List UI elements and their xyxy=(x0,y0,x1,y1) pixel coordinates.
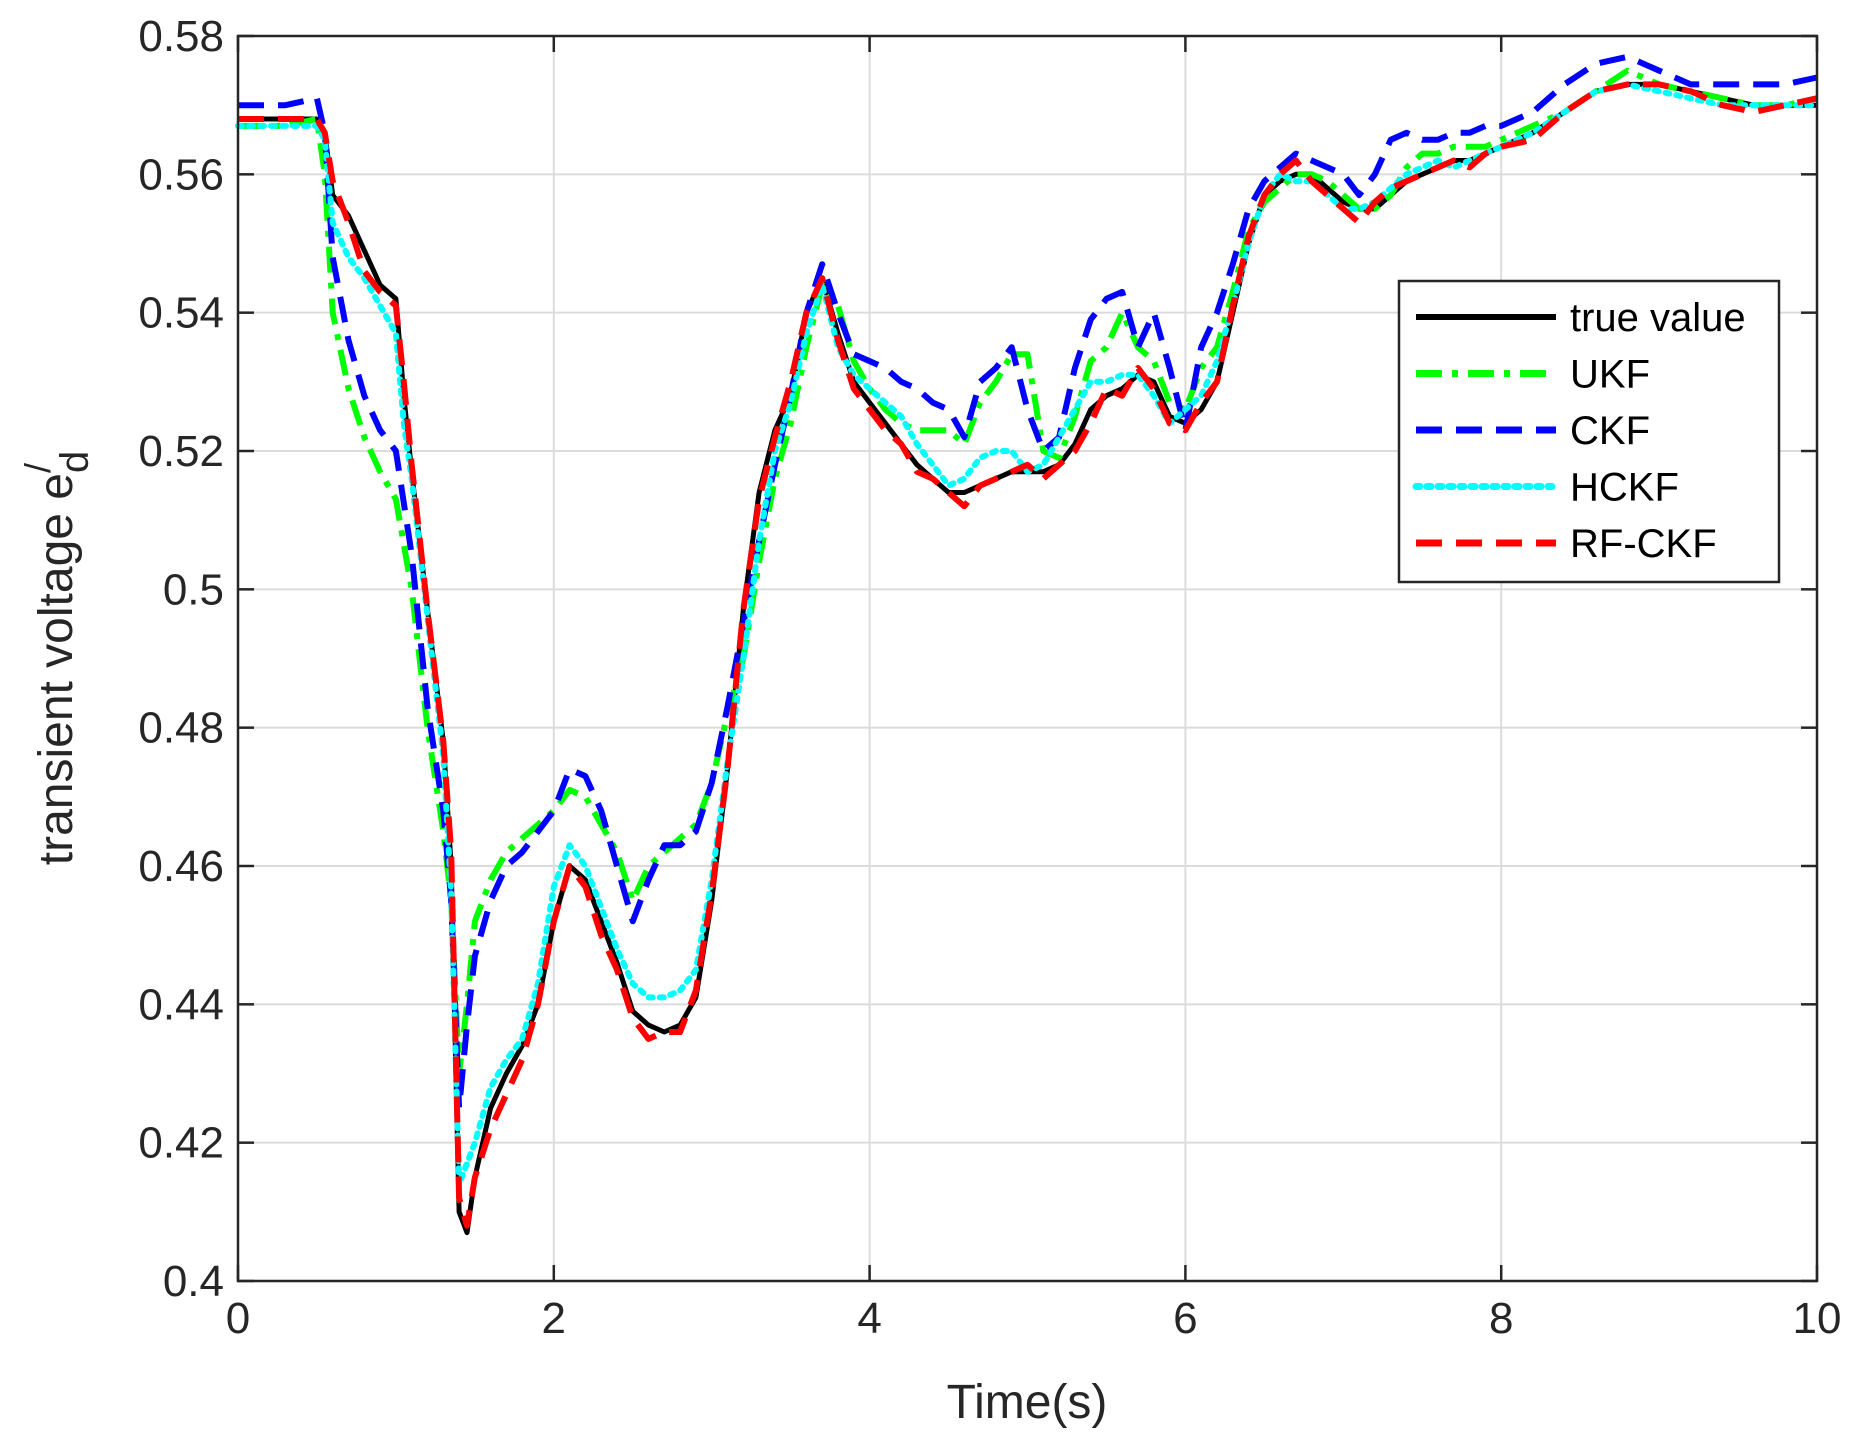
y-axis-label-subscript: d xyxy=(53,451,97,473)
x-tick-label: 4 xyxy=(857,1294,881,1343)
x-tick-label: 10 xyxy=(1793,1294,1842,1343)
x-axis-label: Time(s) xyxy=(947,1376,1108,1429)
y-tick-label: 0.56 xyxy=(138,150,224,199)
y-tick-label: 0.54 xyxy=(138,289,224,338)
y-axis-label-main: transient voltage e xyxy=(30,473,83,865)
x-tick-label: 6 xyxy=(1173,1294,1197,1343)
legend-label: HCKF xyxy=(1570,466,1679,510)
y-tick-label: 0.46 xyxy=(138,842,224,891)
y-tick-label: 0.58 xyxy=(138,12,224,61)
y-tick-label: 0.52 xyxy=(138,427,224,476)
legend: true value UKF CKF HCKF RF-CKF xyxy=(1397,279,1781,584)
y-tick-label: 0.48 xyxy=(138,704,224,753)
grid xyxy=(237,35,1818,1282)
y-tick-label: 0.42 xyxy=(138,1119,224,1168)
series-line-ckf xyxy=(238,53,1818,1112)
x-tick-label: 0 xyxy=(226,1294,250,1343)
series-line-ukf xyxy=(238,67,1818,1077)
y-tick-label: 0.44 xyxy=(138,980,224,1029)
series-line-rf-ckf xyxy=(238,81,1818,1229)
plot-frame xyxy=(236,34,1819,1283)
x-tick-label: 2 xyxy=(542,1294,566,1343)
legend-label: CKF xyxy=(1570,409,1650,453)
legend-label: RF-CKF xyxy=(1570,522,1717,566)
y-tick-label: 0.4 xyxy=(163,1257,224,1306)
plot-area xyxy=(238,36,1817,1281)
y-axis-label: transient voltage e/d xyxy=(17,451,97,866)
legend-label: true value xyxy=(1570,296,1746,340)
tick-labels: 0 2 4 6 8 10 0.4 0.42 0.44 0.46 0.48 0.5 0.52 0.54 0.5… xyxy=(138,12,1841,1343)
legend-label: UKF xyxy=(1570,353,1650,397)
y-tick-label: 0.5 xyxy=(163,565,224,614)
x-tick-label: 8 xyxy=(1489,1294,1513,1343)
axis-ticks xyxy=(236,34,1819,1283)
y-axis-label-superscript: / xyxy=(17,463,58,473)
series-line-hckf xyxy=(235,81,1820,1188)
legend-items: true value UKF CKF HCKF RF-CKF xyxy=(1412,296,1746,566)
series-lines xyxy=(235,53,1820,1236)
